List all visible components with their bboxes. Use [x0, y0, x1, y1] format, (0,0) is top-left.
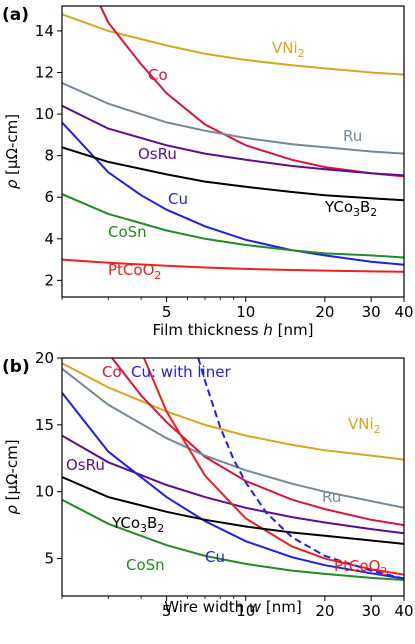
- series-line-cu: [62, 121, 404, 266]
- x-axis-label: Film thickness h [nm]: [153, 321, 314, 339]
- series-label-cosn: CoSn: [126, 556, 165, 574]
- series-label-ptcoo2: PtCoO2: [334, 557, 387, 578]
- series-label-vni2: VNi2: [272, 39, 305, 60]
- series-label-cu: Cu: [168, 190, 188, 208]
- series-label-osru: OsRu: [138, 145, 177, 163]
- series-line-cosn: [62, 498, 404, 581]
- series-label-ptcoo2: PtCoO2: [108, 261, 161, 282]
- series-label-osru: OsRu: [66, 456, 105, 474]
- y-tick-label: 6: [44, 188, 54, 206]
- x-axis-label: Wire width w [nm]: [164, 598, 302, 616]
- series-label-cu: Cu: [205, 548, 225, 566]
- series-label-ru: Ru: [322, 488, 341, 506]
- series-label-co: Co: [148, 66, 168, 84]
- series-line-yco3b2: [62, 146, 404, 202]
- series-line-cu: [62, 392, 404, 580]
- x-tick-label: 30: [362, 602, 381, 620]
- series-line-osru: [62, 434, 404, 535]
- series-line-cu-with-liner: [197, 358, 404, 580]
- series-line-ptcoo2: [143, 358, 404, 576]
- x-tick-label: 40: [394, 602, 413, 620]
- series-line-osru: [62, 104, 404, 177]
- y-tick-label: 10: [35, 483, 54, 501]
- y-tick-label: 8: [44, 147, 54, 165]
- y-tick-label: 15: [35, 416, 54, 434]
- panel-a: 5 10 20 30 40 2 4 6 8 10 12 14 (a) Film thickness h […: [2, 5, 414, 339]
- series-line-vni2: [62, 362, 404, 461]
- y-tick-label: 12: [35, 64, 54, 82]
- x-tick-label: 10: [236, 303, 255, 321]
- series-label-cosn: CoSn: [108, 223, 147, 241]
- series-label-cu-with-liner: Cu: with liner: [131, 363, 231, 381]
- series-label-ru: Ru: [343, 127, 362, 145]
- x-tick-label: 5: [162, 303, 172, 321]
- x-tick-label: 20: [315, 602, 334, 620]
- series-line-ru: [62, 81, 404, 155]
- series-line-yco3b2: [62, 476, 404, 545]
- y-tick-label: 10: [35, 105, 54, 123]
- y-tick-label: 4: [44, 230, 54, 248]
- axes-frame: [61, 5, 405, 298]
- series-line-vni2: [62, 13, 404, 76]
- y-tick-label: 5: [44, 550, 54, 568]
- panel-label: (b): [2, 357, 30, 377]
- panel-b: 5 10 20 30 40 5 10 15 20 (b) Wire width w [nm] ρ [μ…: [2, 349, 414, 620]
- x-tick-label: 5: [162, 602, 172, 620]
- series-lines: [62, 358, 404, 581]
- x-tick-label: 20: [315, 303, 334, 321]
- series-label-yco3b2: YCo3B2: [111, 514, 164, 535]
- y-tick-label: 14: [35, 22, 54, 40]
- y-axis-label: ρ [μΩ-cm]: [3, 114, 21, 189]
- x-tick-label: 40: [394, 303, 413, 321]
- y-axis-label: ρ [μΩ-cm]: [3, 439, 21, 514]
- panel-label: (a): [2, 5, 29, 25]
- axes-frame: [61, 357, 405, 597]
- y-tick-label: 2: [44, 271, 54, 289]
- series-line-cosn: [62, 193, 404, 259]
- series-line-ru: [62, 367, 404, 509]
- series-lines: [62, 6, 404, 273]
- y-tick-label: 20: [35, 349, 54, 367]
- x-tick-label: 10: [236, 602, 255, 620]
- series-label-vni2: VNi2: [348, 415, 381, 436]
- series-label-yco3b2: YCo3B2: [324, 198, 377, 219]
- series-line-ptcoo2: [62, 258, 404, 273]
- x-tick-label: 30: [362, 303, 381, 321]
- series-label-co: Co: [102, 363, 122, 381]
